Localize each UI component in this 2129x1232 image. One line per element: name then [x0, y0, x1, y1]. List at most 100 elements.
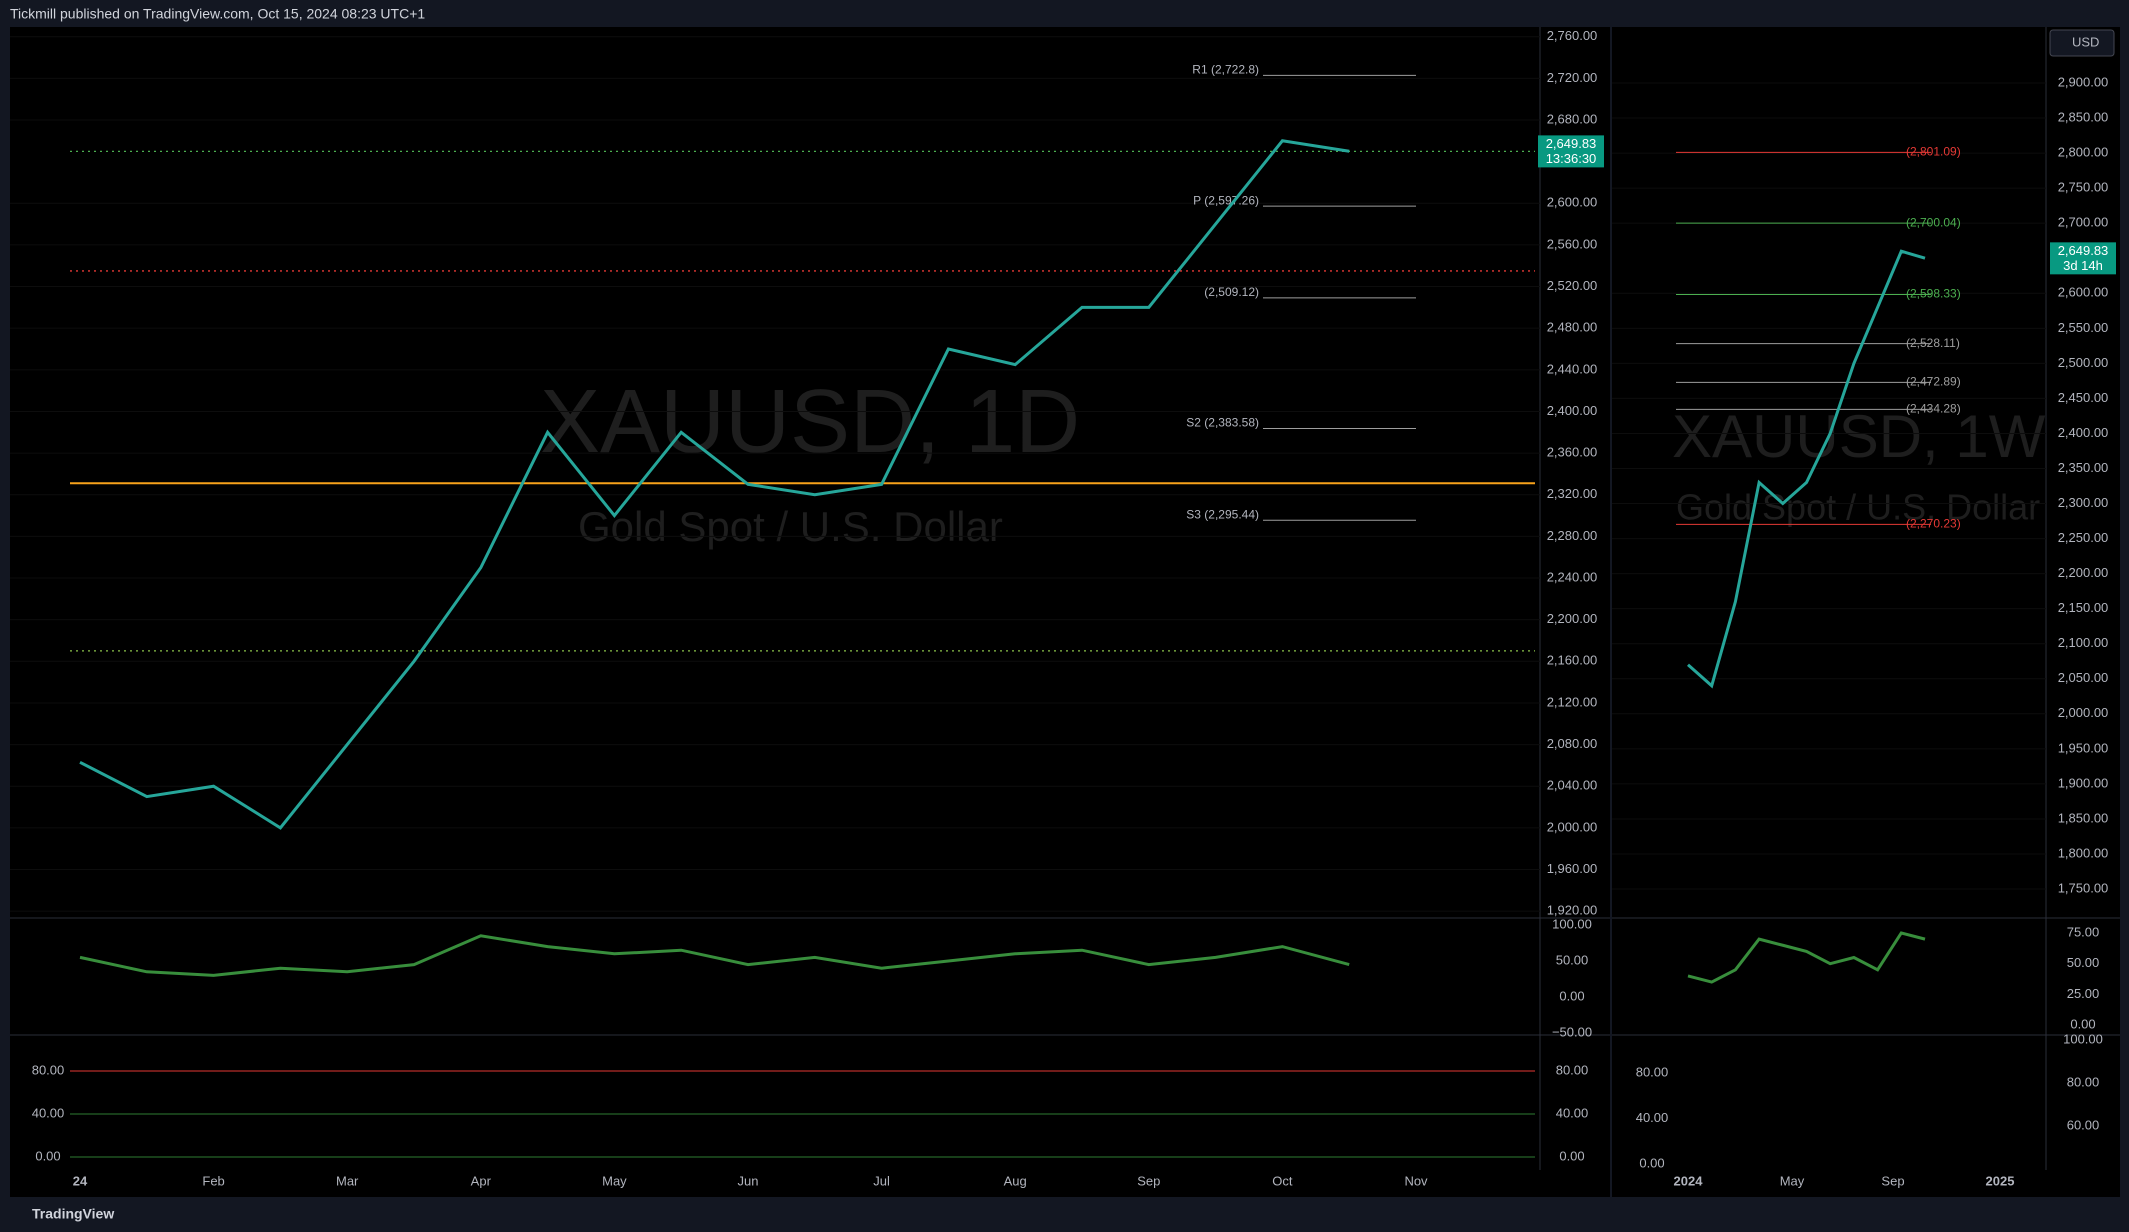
- rsi-tick-label: 0.00: [2070, 1016, 2095, 1031]
- stoch-tick-label: 40.00: [1636, 1110, 1669, 1125]
- pivot-label: R1 (2,722.8): [1192, 63, 1259, 77]
- pivot-label: S2 (2,383.58): [1186, 416, 1259, 430]
- y-tick-label: 2,200.00: [1547, 611, 1598, 626]
- watermark-symbol: XAUUSD, 1D: [540, 372, 1080, 472]
- y-tick-label: 2,600.00: [2058, 285, 2109, 300]
- watermark-symbol: XAUUSD, 1W: [1672, 403, 2046, 470]
- y-tick-label: 2,280.00: [1547, 528, 1598, 543]
- pivot-label: S3 (2,295.44): [1186, 507, 1259, 521]
- x-tick-label: Nov: [1404, 1173, 1428, 1188]
- pivot-label: (2,598.33): [1906, 287, 1961, 301]
- y-tick-label: 2,900.00: [2058, 74, 2109, 89]
- y-tick-label: 2,760.00: [1547, 28, 1598, 43]
- x-tick-label: 2024: [1674, 1173, 1704, 1188]
- brand: TradingView: [32, 1206, 114, 1222]
- rsi-tick-label: 0.00: [1559, 988, 1584, 1003]
- watermark-description: Gold Spot / U.S. Dollar: [1676, 487, 2040, 528]
- watermark-description: Gold Spot / U.S. Dollar: [578, 503, 1003, 550]
- y-tick-label: 2,750.00: [2058, 180, 2109, 195]
- stoch-tick-label: 60.00: [2067, 1117, 2100, 1132]
- y-tick-label: 2,150.00: [2058, 600, 2109, 615]
- y-tick-label: 2,720.00: [1547, 70, 1598, 85]
- rsi-line: [79, 934, 1350, 977]
- y-tick-label: 2,600.00: [1547, 195, 1598, 210]
- rsi-tick-label: 50.00: [1556, 952, 1589, 967]
- left-pane: [10, 27, 1610, 1197]
- rsi-tick-label: 75.00: [2067, 924, 2100, 939]
- y-tick-label: 2,000.00: [1547, 819, 1598, 834]
- stoch-tick-label: 40.00: [32, 1105, 65, 1120]
- y-tick-label: 1,920.00: [1547, 903, 1598, 918]
- stoch-tick-label: 0.00: [35, 1148, 60, 1163]
- last-price-label: 2,649.83: [2058, 243, 2109, 258]
- stoch-tick-label: 80.00: [1636, 1064, 1669, 1079]
- y-tick-label: 2,400.00: [1547, 403, 1598, 418]
- rsi-tick-label: −50.00: [1552, 1024, 1592, 1039]
- y-tick-label: 2,240.00: [1547, 569, 1598, 584]
- rsi-tick-label: 100.00: [1552, 916, 1592, 931]
- y-tick-label: 2,160.00: [1547, 653, 1598, 668]
- x-tick-label: May: [602, 1173, 627, 1188]
- y-tick-label: 2,560.00: [1547, 236, 1598, 251]
- currency-label[interactable]: USD: [2072, 34, 2099, 49]
- stoch-tick-label: 40.00: [1556, 1105, 1589, 1120]
- rsi-tick-label: 25.00: [2067, 986, 2100, 1001]
- y-tick-label: 2,520.00: [1547, 278, 1598, 293]
- rsi-tick-label: 50.00: [2067, 955, 2100, 970]
- y-tick-label: 2,200.00: [2058, 565, 2109, 580]
- countdown-label: 13:36:30: [1546, 151, 1597, 166]
- y-tick-label: 2,360.00: [1547, 445, 1598, 460]
- stoch-tick-label: 80.00: [1556, 1062, 1589, 1077]
- last-price-label: 2,649.83: [1546, 136, 1597, 151]
- y-tick-label: 2,000.00: [2058, 705, 2109, 720]
- price-line: [1687, 249, 1926, 689]
- pivot-label: (2,472.89): [1906, 375, 1961, 389]
- stoch-tick-label: 80.00: [32, 1062, 65, 1077]
- stoch-tick-label: 0.00: [1639, 1155, 1664, 1170]
- y-tick-label: 1,800.00: [2058, 845, 2109, 860]
- y-tick-label: 2,440.00: [1547, 361, 1598, 376]
- stoch-tick-label: 0.00: [1559, 1148, 1584, 1163]
- countdown-label: 3d 14h: [2063, 258, 2103, 273]
- y-tick-label: 2,800.00: [2058, 145, 2109, 160]
- price-line: [79, 139, 1350, 830]
- x-tick-label: Apr: [471, 1173, 492, 1188]
- y-tick-label: 2,080.00: [1547, 736, 1598, 751]
- y-tick-label: 2,680.00: [1547, 111, 1598, 126]
- stoch-tick-label: 100.00: [2063, 1031, 2103, 1046]
- y-tick-label: 2,050.00: [2058, 670, 2109, 685]
- rsi-line: [1687, 931, 1926, 984]
- pivot-label: (2,528.11): [1906, 336, 1960, 350]
- x-tick-label: Sep: [1137, 1173, 1160, 1188]
- y-tick-label: 2,400.00: [2058, 425, 2109, 440]
- x-tick-label: Jun: [738, 1173, 759, 1188]
- y-tick-label: 1,960.00: [1547, 861, 1598, 876]
- pivot-label: (2,509.12): [1204, 285, 1259, 299]
- publisher: Tickmill published on TradingView.com, O…: [10, 6, 425, 22]
- x-tick-label: 24: [73, 1173, 88, 1188]
- y-tick-label: 2,100.00: [2058, 635, 2109, 650]
- y-tick-label: 1,950.00: [2058, 740, 2109, 755]
- y-tick-label: 2,450.00: [2058, 390, 2109, 405]
- y-tick-label: 1,850.00: [2058, 810, 2109, 825]
- pivot-label: (2,434.28): [1906, 402, 1961, 416]
- x-tick-label: Feb: [202, 1173, 224, 1188]
- y-tick-label: 2,700.00: [2058, 215, 2109, 230]
- right-pane: [1612, 27, 2120, 1197]
- currency-button[interactable]: [2049, 29, 2115, 57]
- y-tick-label: 2,040.00: [1547, 778, 1598, 793]
- stoch-tick-label: 80.00: [2067, 1074, 2100, 1089]
- x-tick-label: 2025: [1986, 1173, 2015, 1188]
- y-tick-label: 2,300.00: [2058, 495, 2109, 510]
- y-tick-label: 2,250.00: [2058, 530, 2109, 545]
- y-tick-label: 2,850.00: [2058, 109, 2109, 124]
- x-tick-label: Sep: [1881, 1173, 1904, 1188]
- pivot-label: P (2,597.26): [1193, 193, 1259, 207]
- last-price-box: [2050, 242, 2116, 275]
- x-tick-label: Mar: [336, 1173, 359, 1188]
- pivot-label: (2,801.09): [1906, 144, 1961, 158]
- x-tick-label: May: [1780, 1173, 1805, 1188]
- y-tick-label: 2,120.00: [1547, 694, 1598, 709]
- pivot-label: (2,700.04): [1906, 215, 1961, 229]
